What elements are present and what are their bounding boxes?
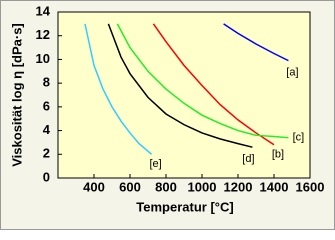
curve-label: [e] (149, 158, 161, 170)
plot-area (57, 11, 311, 179)
y-tick-label: 12 (36, 27, 50, 42)
curve (116, 23, 289, 139)
curve-label: [b] (272, 149, 284, 161)
y-axis-title: Viskosität log η [dPa·s] (9, 23, 24, 167)
y-tick-label: 0 (43, 169, 50, 184)
x-tick-label: 1200 (224, 179, 253, 194)
curve-label: [c] (293, 132, 305, 144)
chart: Temperatur [°C] Viskosität log η [dPa·s]… (0, 0, 335, 230)
y-tick-label: 4 (43, 122, 51, 137)
x-tick-label: 1400 (260, 179, 289, 194)
x-tick-label: 800 (155, 179, 177, 194)
x-tick-label: 1000 (188, 179, 217, 194)
y-tick-label: 8 (43, 75, 50, 90)
x-tick-label: 400 (83, 179, 105, 194)
curve (223, 23, 289, 62)
y-tick-label: 10 (36, 51, 50, 66)
x-axis-title: Temperatur [°C] (136, 199, 233, 214)
y-tick-label: 6 (43, 98, 50, 113)
x-tick-label: 600 (119, 179, 141, 194)
y-tick-label: 2 (43, 146, 50, 161)
curve-label: [d] (242, 153, 254, 165)
curve (84, 23, 153, 155)
curve (107, 23, 253, 148)
x-tick-label: 1600 (296, 179, 325, 194)
curve (152, 23, 275, 146)
curve-label: [a] (286, 67, 298, 79)
y-tick-label: 14 (36, 3, 51, 18)
